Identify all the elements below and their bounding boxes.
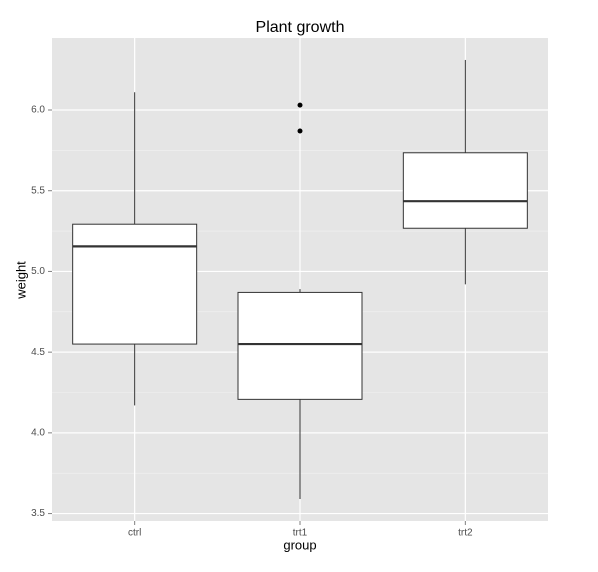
chart-title: Plant growth <box>256 19 345 36</box>
box <box>72 223 198 345</box>
x-tick-label: ctrl <box>128 528 141 539</box>
outlier <box>297 102 303 108</box>
x-axis-label: group <box>283 537 316 552</box>
y-tick-label: 5.0 <box>31 266 45 277</box>
y-tick-label: 6.0 <box>31 105 45 116</box>
box <box>237 291 363 400</box>
x-tick-label: trt1 <box>293 528 308 539</box>
y-tick-label: 5.5 <box>31 185 45 196</box>
box <box>402 152 528 229</box>
y-tick-label: 4.0 <box>31 427 45 438</box>
outlier <box>297 128 303 134</box>
x-tick-label: trt2 <box>458 528 473 539</box>
y-tick-label: 3.5 <box>31 508 45 519</box>
y-tick-label: 4.5 <box>31 347 45 358</box>
y-axis-label: weight <box>13 261 28 300</box>
